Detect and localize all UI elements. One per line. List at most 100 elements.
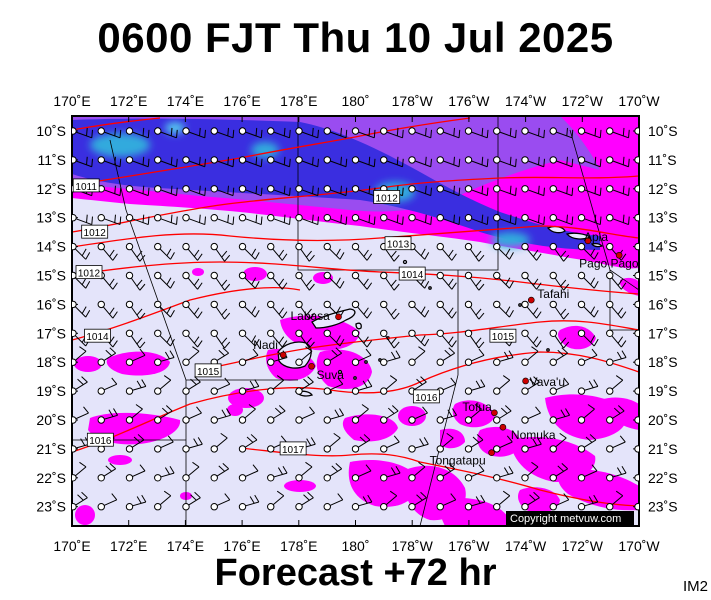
lon-tick-label: 178˚W — [392, 93, 434, 109]
wind-barb — [238, 329, 260, 347]
lon-tick-label: 170˚W — [618, 538, 660, 554]
wind-barb — [267, 242, 288, 261]
wind-barb — [606, 329, 627, 348]
wind-barb — [521, 376, 540, 395]
wind-barb — [154, 465, 175, 482]
lat-tick-label: 20˚S — [36, 412, 66, 428]
vanua-levu-island — [311, 308, 356, 329]
place-tofua: Tofua — [462, 400, 498, 417]
wind-barb — [380, 271, 400, 291]
wind-barb — [521, 491, 540, 511]
lat-tick-label: 11˚S — [648, 152, 677, 168]
wind-barb — [464, 214, 489, 226]
wind-barb — [549, 271, 570, 291]
place-suva: Suva — [308, 362, 344, 382]
wind-barb — [154, 127, 178, 139]
wind-barb — [182, 185, 206, 197]
wind-barb — [380, 350, 401, 366]
wind-barb — [295, 127, 319, 139]
lat-tick-label: 16˚S — [648, 296, 678, 312]
wind-barb — [125, 300, 146, 320]
wind-barb — [577, 127, 602, 139]
wind-barb — [521, 214, 545, 226]
wind-barb — [436, 242, 457, 261]
wind-barb — [295, 491, 314, 511]
wind-barb — [72, 214, 93, 226]
wind-barb — [295, 242, 315, 262]
wind-barb — [493, 350, 514, 366]
wind-barb — [238, 156, 263, 168]
rain-patch — [192, 268, 204, 276]
wind-barb — [549, 214, 574, 226]
wind-barb — [154, 375, 172, 395]
wind-barb — [549, 242, 570, 262]
wind-barb — [267, 214, 291, 226]
wind-barb — [182, 214, 206, 226]
svg-text:1013: 1013 — [387, 240, 410, 251]
wind-barb — [521, 271, 542, 290]
isobar-label: 1014 — [84, 328, 111, 343]
wind-barb — [182, 376, 201, 395]
boundary-line — [419, 270, 459, 526]
wind-barb — [97, 408, 119, 424]
rain-patch — [284, 480, 316, 492]
wind-barb — [351, 329, 373, 348]
boundary-line — [297, 116, 499, 271]
island — [546, 348, 550, 352]
wind-barb — [464, 242, 485, 262]
wind-barb — [634, 358, 639, 366]
wind-barb — [295, 300, 315, 320]
wind-barb — [97, 156, 122, 168]
isobar-label: 1011 — [72, 178, 100, 193]
wind-barb — [634, 300, 639, 309]
wind-barb — [634, 329, 639, 337]
wind-barb — [521, 329, 542, 348]
wind-barb — [125, 185, 150, 197]
wind-barb — [464, 329, 485, 349]
isobar-1017 — [239, 447, 639, 507]
place-markers: Apia Pago Pago Tafahi Labasa Nadi Suva Vava'u T… — [253, 230, 639, 468]
lon-labels-bottom: 170˚E 172˚E 174˚E 176˚E 178˚E 180˚ 178˚W 176˚W 1… — [53, 538, 660, 554]
wind-barb — [577, 464, 598, 482]
wind-barb — [182, 329, 203, 348]
svg-text:Pago Pago: Pago Pago — [579, 256, 639, 270]
wind-barb — [323, 347, 343, 366]
wind-barb — [97, 300, 118, 319]
wind-barb — [97, 242, 118, 261]
wind-barb — [464, 127, 489, 139]
lat-tick-label: 14˚S — [36, 239, 66, 255]
wind-barb — [295, 376, 314, 395]
wind-barb — [549, 300, 570, 320]
wind-barb — [464, 300, 485, 320]
rain-patch — [398, 406, 426, 426]
wind-barb — [634, 271, 639, 280]
wind-barb — [125, 329, 146, 349]
wind-barb — [72, 376, 88, 395]
wind-barb — [323, 300, 345, 318]
wind-barb — [267, 185, 291, 197]
wind-barb — [97, 127, 122, 139]
wind-barb — [464, 434, 484, 453]
wind-barb — [493, 156, 517, 168]
lat-tick-label: 21˚S — [36, 441, 66, 457]
wind-barb — [436, 185, 461, 197]
wind-barb — [464, 379, 486, 395]
wind-barb — [323, 329, 345, 347]
svg-text:1016: 1016 — [89, 436, 112, 447]
place-nadi: Nadi — [253, 338, 287, 359]
wind-barb — [238, 242, 260, 260]
svg-text:1016: 1016 — [415, 393, 438, 404]
wind-barb — [154, 435, 174, 453]
wind-barb — [493, 185, 517, 197]
svg-text:1012: 1012 — [78, 269, 101, 280]
wind-barb — [125, 271, 146, 291]
wind-barb — [436, 432, 454, 453]
wind-barb — [72, 156, 93, 168]
svg-text:1015: 1015 — [492, 332, 515, 343]
boundary-line — [109, 139, 187, 526]
wind-barb — [606, 271, 627, 290]
rain-patch — [560, 194, 639, 232]
wind-barb — [577, 434, 597, 453]
place-apia: Apia — [584, 230, 608, 245]
wind-barb — [295, 185, 319, 197]
